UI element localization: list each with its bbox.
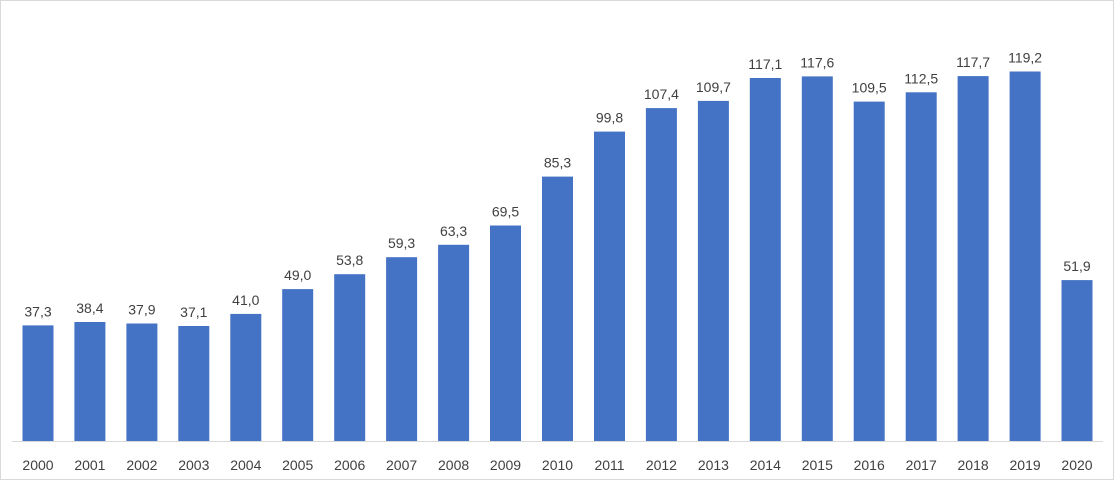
bar-2010 (542, 176, 573, 441)
bar-2002 (126, 323, 158, 441)
bar-2018 (957, 76, 989, 441)
bar-2008 (438, 244, 470, 441)
data-label-2003: 37,1 (180, 304, 207, 320)
data-label-2015: 117,6 (800, 54, 834, 70)
bar-2012 (645, 108, 677, 441)
data-label-2006: 53,8 (336, 252, 363, 268)
data-label-2005: 49,0 (284, 267, 311, 283)
data-label-2014: 117,1 (748, 56, 782, 72)
bars-layer (22, 71, 1093, 442)
x-tick-label-2017: 2017 (906, 457, 937, 473)
x-tick-label-2002: 2002 (126, 457, 157, 473)
x-tick-label-2020: 2020 (1061, 457, 1092, 473)
data-label-2018: 117,7 (956, 54, 990, 70)
x-tick-label-2012: 2012 (646, 457, 677, 473)
bar-2000 (22, 325, 54, 441)
x-tick-label-2014: 2014 (750, 457, 781, 473)
x-tick-label-2006: 2006 (334, 457, 365, 473)
data-label-2004: 41,0 (232, 292, 259, 308)
x-tick-label-2008: 2008 (438, 457, 469, 473)
x-tick-label-2007: 2007 (386, 457, 417, 473)
data-label-2009: 69,5 (492, 204, 519, 220)
x-tick-label-2004: 2004 (230, 457, 261, 473)
bar-2020 (1061, 280, 1093, 441)
x-tick-label-2013: 2013 (698, 457, 729, 473)
x-tick-label-2011: 2011 (594, 457, 624, 473)
x-tick-label-2010: 2010 (542, 457, 573, 473)
x-tick-labels-layer: 2000 2001 2002 2003 2004 2005 2006 2007 2008 2009… (22, 457, 1092, 473)
x-tick-label-2016: 2016 (854, 457, 885, 473)
x-tick-label-2001: 2001 (74, 457, 105, 473)
x-tick-label-2009: 2009 (490, 457, 521, 473)
data-label-2013: 109,7 (696, 79, 731, 95)
data-label-2008: 63,3 (440, 223, 467, 239)
data-label-2002: 37,9 (128, 302, 155, 318)
data-label-2010: 85,3 (544, 155, 571, 171)
bar-2003 (178, 326, 210, 441)
x-tick-label-2000: 2000 (22, 457, 53, 473)
data-label-2017: 112,5 (904, 70, 938, 86)
data-label-2019: 119,2 (1008, 50, 1042, 66)
x-tick-label-2005: 2005 (282, 457, 313, 473)
bar-2014 (749, 78, 781, 441)
x-tick-label-2018: 2018 (958, 457, 989, 473)
bar-2016 (853, 101, 885, 441)
bar-2004 (230, 313, 262, 441)
bar-2005 (282, 289, 314, 441)
data-label-2011: 99,8 (596, 110, 623, 126)
data-label-2001: 38,4 (76, 300, 103, 316)
bar-2013 (697, 100, 729, 442)
bar-2006 (334, 274, 366, 441)
data-label-2012: 107,4 (644, 86, 679, 102)
bar-2019 (1009, 71, 1041, 441)
bar-2011 (594, 131, 625, 441)
data-label-2016: 109,5 (852, 80, 887, 96)
bar-2009 (490, 225, 521, 441)
x-tick-label-2015: 2015 (802, 457, 833, 473)
bar-2017 (905, 92, 937, 442)
data-label-2007: 59,3 (388, 235, 415, 251)
data-label-2000: 37,3 (24, 303, 51, 319)
data-labels-layer: 37,3 38,4 37,9 37,1 41,0 49,0 53,8 59,3 63,3 69,5… (24, 50, 1090, 321)
x-tick-label-2003: 2003 (178, 457, 209, 473)
bar-2015 (801, 76, 833, 442)
bar-2007 (386, 257, 418, 441)
data-label-2020: 51,9 (1063, 258, 1090, 274)
x-tick-label-2019: 2019 (1010, 457, 1041, 473)
bar-2001 (74, 322, 106, 441)
